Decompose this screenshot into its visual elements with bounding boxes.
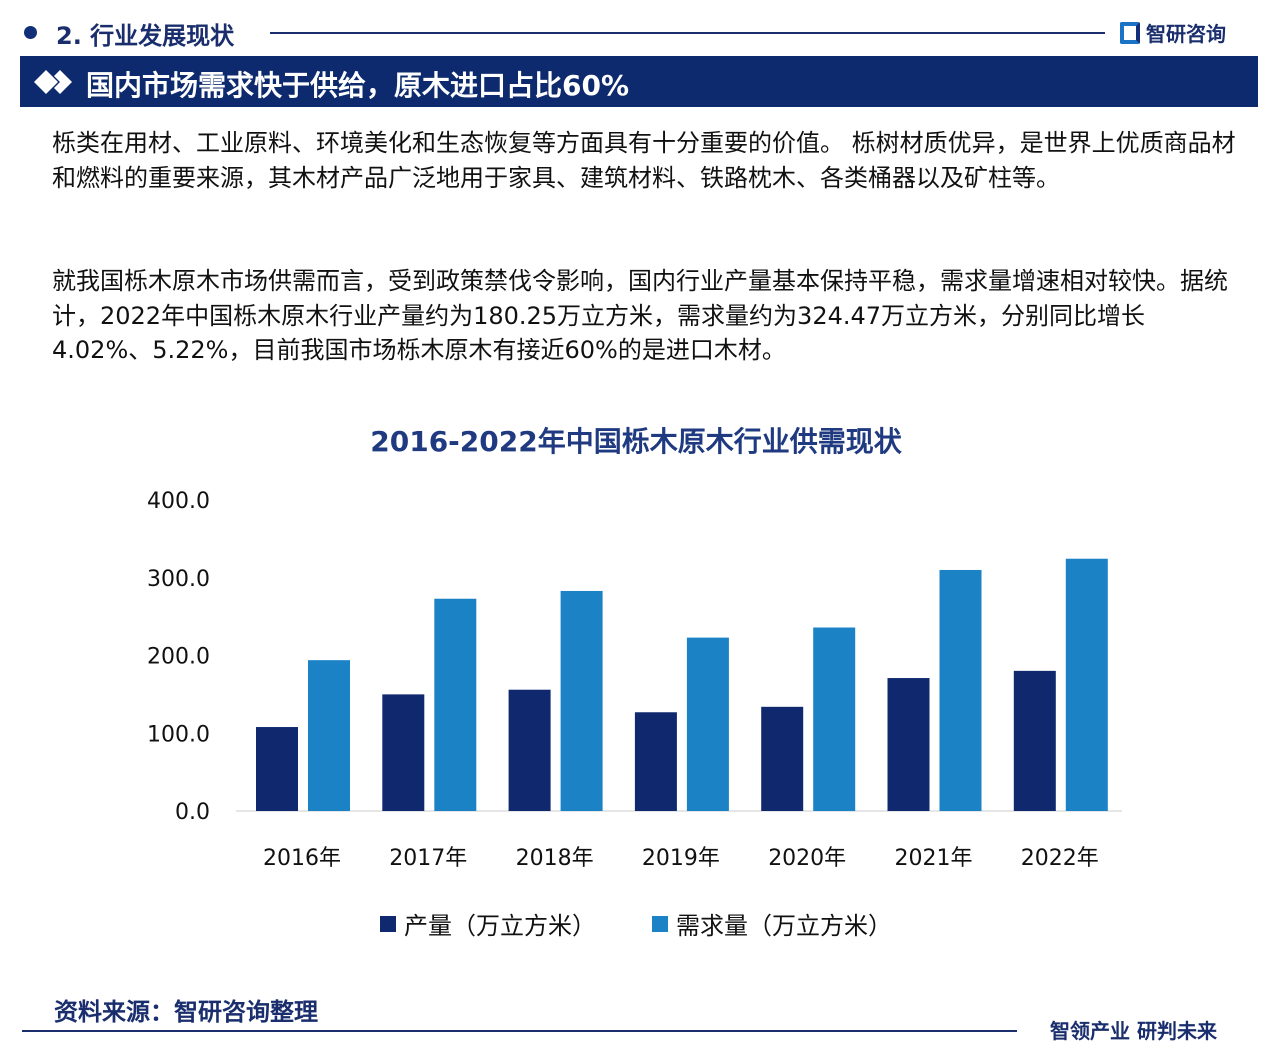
x-tick-label: 2022年 (1021, 846, 1099, 871)
x-tick-label: 2021年 (895, 846, 973, 871)
x-tick-label: 2016年 (263, 846, 341, 871)
x-tick-label: 2017年 (389, 846, 467, 871)
diamond-icon (34, 70, 72, 94)
bar-production (508, 689, 551, 811)
logo-icon (1120, 21, 1140, 44)
x-tick-label: 2019年 (642, 846, 720, 871)
legend-item-production: 产量（万立方米） (380, 906, 596, 941)
footer-divider (22, 1030, 1017, 1032)
bar-demand (560, 590, 603, 811)
bar-production (887, 678, 930, 811)
y-tick-label: 200.0 (147, 645, 210, 670)
bar-production (382, 694, 425, 811)
legend-label: 产量（万立方米） (404, 912, 596, 940)
x-tick-label: 2018年 (516, 846, 594, 871)
bar-production (634, 712, 677, 811)
paragraph: 就我国栎木原木市场供需而言，受到政策禁伐令影响，国内行业产量基本保持平稳，需求量… (52, 267, 1228, 364)
banner (20, 56, 1258, 107)
paragraph: 栎类在用材、工业原料、环境美化和生态恢复等方面具有十分重要的价值。 栎树材质优异… (52, 129, 1236, 192)
banner-title: 国内市场需求快于供给，原木进口占比60% (86, 69, 630, 102)
bar-demand (813, 627, 856, 811)
bar-demand (1065, 558, 1108, 811)
section-bullet (24, 26, 37, 39)
bar-production (761, 706, 804, 811)
x-tick-label: 2020年 (768, 846, 846, 871)
source-note: 资料来源：智研咨询整理 (54, 998, 318, 1026)
bar-production (1013, 670, 1056, 811)
bar-demand (434, 598, 477, 811)
chart-title: 2016-2022年中国栎木原木行业供需现状 (370, 425, 902, 458)
y-tick-label: 300.0 (147, 567, 210, 592)
legend-label: 需求量（万立方米） (676, 912, 892, 940)
y-tick-label: 400.0 (147, 489, 210, 514)
section-divider (270, 32, 1105, 34)
bar-demand (308, 660, 350, 811)
section-title: 2. 行业发展现状 (56, 22, 235, 50)
bar-demand (686, 637, 729, 811)
y-tick-label: 0.0 (175, 800, 210, 825)
legend-item-demand: 需求量（万立方米） (652, 906, 892, 941)
legend-swatch (652, 915, 668, 932)
logo-text: 智研咨询 (1146, 22, 1226, 46)
legend: 产量（万立方米） 需求量（万立方米） (0, 906, 1272, 941)
bar-chart: 0.0 100.0 200.0 300.0 400.0 2016年 2017年 2018年 20… (147, 489, 1122, 871)
brand-logo: 智研咨询 (1120, 18, 1226, 47)
slogan: 智领产业 研判未来 (1050, 1019, 1217, 1043)
bar-production (256, 727, 298, 811)
legend-swatch (380, 915, 396, 932)
y-tick-label: 100.0 (147, 722, 210, 747)
bar-demand (939, 569, 982, 811)
